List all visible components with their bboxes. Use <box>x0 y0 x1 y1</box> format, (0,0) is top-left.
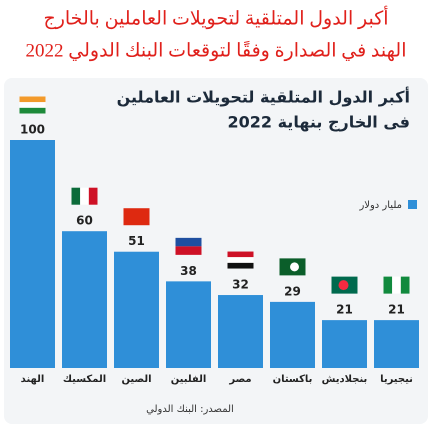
page-subtitle: الهند في الصدارة وفقًا لتوقعات البنك الد… <box>26 40 407 61</box>
chart-subtitle: فى الخارج بنهاية 2022 <box>228 113 411 132</box>
value-label: 21 <box>336 303 353 317</box>
x-tick-label: المكسيك <box>63 374 106 385</box>
flag <box>88 187 98 205</box>
flag <box>175 246 202 255</box>
flag <box>175 237 202 247</box>
x-tick-label: مصر <box>228 374 251 385</box>
x-tick-label: الفلبين <box>171 374 207 385</box>
legend-label: مليار دولار <box>358 200 402 211</box>
bar <box>10 140 55 368</box>
value-label: 29 <box>284 284 301 298</box>
flag <box>338 280 349 291</box>
flag <box>71 187 81 205</box>
flag <box>227 251 254 258</box>
x-tick-label: الهند <box>21 374 45 385</box>
flag <box>19 107 46 114</box>
flag <box>123 208 150 226</box>
legend-swatch <box>408 200 417 209</box>
x-tick-label: باكستان <box>273 374 313 385</box>
bar <box>322 320 367 368</box>
bar <box>374 320 419 368</box>
page-title: أكبر الدول المتلقية لتحويلات العاملين با… <box>43 4 388 29</box>
flag <box>392 276 401 294</box>
flag <box>19 102 46 108</box>
value-label: 32 <box>232 278 249 292</box>
value-label: 21 <box>388 303 405 317</box>
flag <box>290 262 299 272</box>
value-label: 100 <box>20 123 45 137</box>
x-tick-label: نيجيريا <box>380 374 413 385</box>
value-label: 38 <box>180 264 197 278</box>
source: المصدر: البنك الدولي <box>146 404 234 415</box>
x-tick-label: الصين <box>121 374 151 385</box>
flag <box>400 276 410 294</box>
flag <box>227 257 254 263</box>
bar <box>166 281 211 368</box>
bar <box>114 251 159 368</box>
flag <box>383 276 393 294</box>
flag <box>80 187 89 205</box>
value-label: 51 <box>128 234 145 248</box>
chart-title: أكبر الدول المتلقية لتحويلات العاملين <box>117 87 410 107</box>
bar <box>62 231 107 368</box>
flag <box>227 262 254 269</box>
bar <box>218 295 263 368</box>
value-label: 60 <box>76 214 93 228</box>
x-tick-label: بنجلاديش <box>322 374 368 385</box>
flag <box>19 96 46 103</box>
bar <box>270 301 315 368</box>
